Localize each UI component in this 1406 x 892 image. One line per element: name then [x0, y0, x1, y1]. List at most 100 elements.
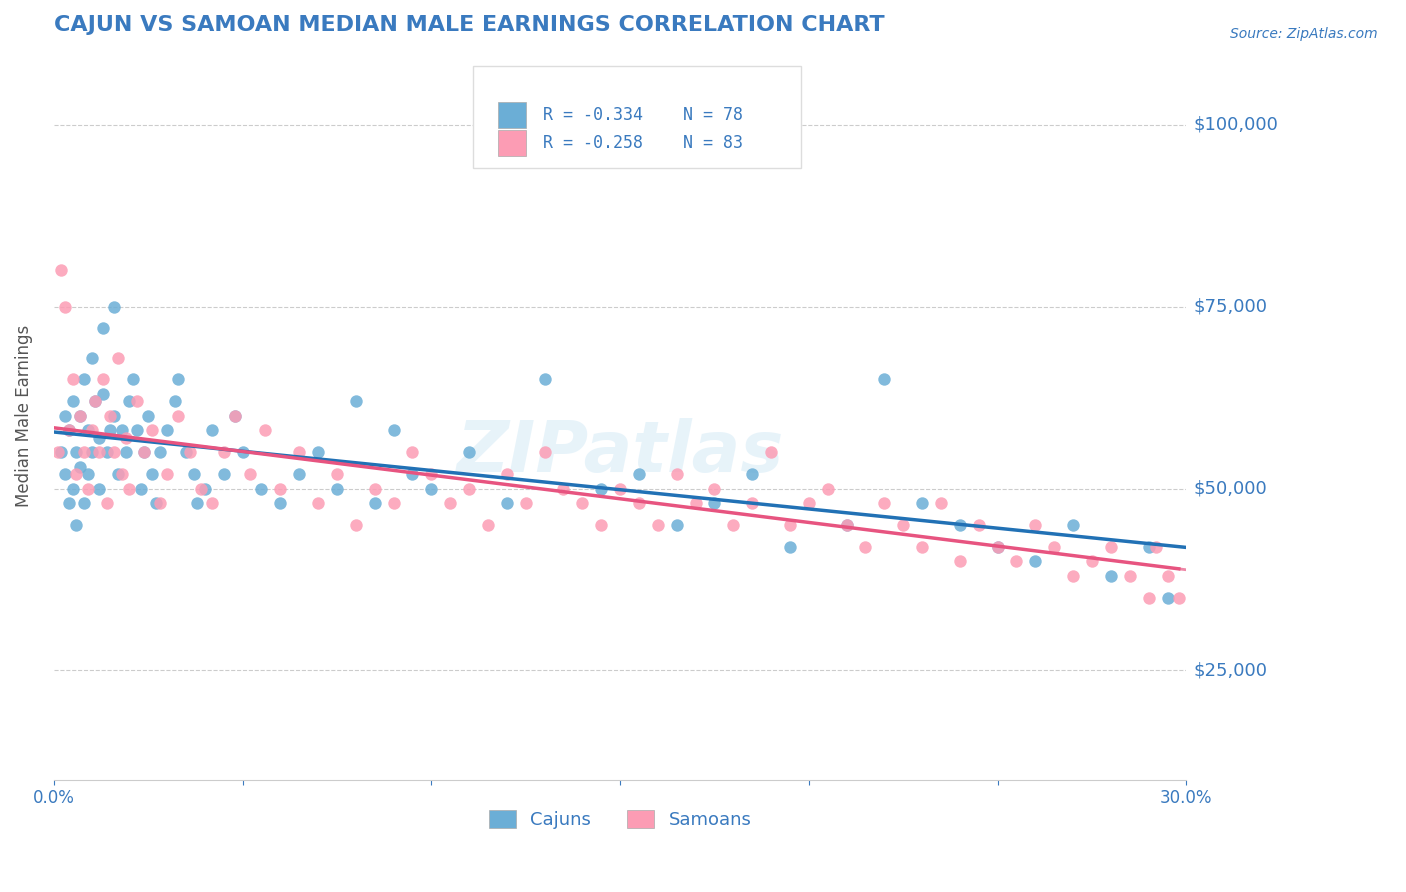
Point: [873, 496, 896, 510]
Point: [779, 540, 801, 554]
Legend: Cajuns, Samoans: Cajuns, Samoans: [481, 802, 759, 836]
Point: [194, 482, 217, 496]
Point: [665, 517, 688, 532]
Point: [69, 409, 91, 423]
Point: [141, 423, 163, 437]
Point: [987, 540, 1010, 554]
Text: ZIPatlas: ZIPatlas: [457, 417, 783, 487]
Point: [118, 394, 141, 409]
Point: [344, 517, 367, 532]
Point: [1024, 554, 1046, 568]
Point: [420, 482, 443, 496]
Point: [855, 540, 877, 554]
Point: [62, 394, 84, 409]
Point: [156, 467, 179, 481]
Point: [186, 496, 208, 510]
Point: [69, 409, 91, 423]
Point: [949, 517, 972, 532]
Point: [703, 496, 725, 510]
Point: [51, 263, 73, 277]
Point: [107, 351, 129, 365]
Point: [1137, 591, 1160, 605]
Point: [224, 409, 246, 423]
Point: [163, 394, 186, 409]
Point: [779, 517, 801, 532]
Text: $25,000: $25,000: [1194, 662, 1268, 680]
Point: [458, 445, 481, 459]
Point: [179, 445, 201, 459]
Point: [69, 459, 91, 474]
Point: [949, 554, 972, 568]
Point: [591, 517, 613, 532]
Point: [89, 482, 111, 496]
Point: [46, 445, 69, 459]
Point: [62, 482, 84, 496]
Point: [987, 540, 1010, 554]
Point: [111, 467, 134, 481]
Point: [382, 496, 405, 510]
Point: [533, 445, 555, 459]
Point: [835, 517, 858, 532]
Point: [122, 372, 145, 386]
Point: [254, 423, 277, 437]
Point: [76, 482, 98, 496]
Point: [911, 496, 934, 510]
Point: [609, 482, 631, 496]
Point: [891, 517, 914, 532]
Point: [1167, 591, 1189, 605]
Point: [1144, 540, 1167, 554]
Point: [107, 467, 129, 481]
Point: [91, 321, 114, 335]
Point: [183, 467, 205, 481]
Point: [167, 372, 190, 386]
Point: [96, 496, 118, 510]
Point: [174, 445, 197, 459]
Point: [201, 496, 224, 510]
Point: [1156, 591, 1178, 605]
Point: [65, 467, 87, 481]
Point: [190, 482, 212, 496]
Point: [1062, 517, 1084, 532]
Point: [647, 517, 669, 532]
Point: [627, 467, 650, 481]
Point: [73, 445, 96, 459]
Point: [76, 467, 98, 481]
Point: [76, 423, 98, 437]
Point: [80, 423, 103, 437]
Point: [145, 496, 167, 510]
Text: $75,000: $75,000: [1194, 298, 1268, 316]
Point: [401, 467, 423, 481]
Point: [401, 445, 423, 459]
Point: [100, 423, 122, 437]
Point: [232, 445, 254, 459]
Point: [665, 467, 688, 481]
Point: [364, 482, 387, 496]
Point: [148, 445, 170, 459]
Point: [114, 431, 136, 445]
Point: [58, 423, 80, 437]
Point: [1062, 569, 1084, 583]
Point: [114, 445, 136, 459]
Point: [269, 482, 291, 496]
Point: [1043, 540, 1066, 554]
Point: [817, 482, 839, 496]
Point: [326, 467, 349, 481]
Point: [911, 540, 934, 554]
Point: [103, 409, 125, 423]
Point: [797, 496, 820, 510]
Text: $100,000: $100,000: [1194, 116, 1279, 134]
Point: [53, 300, 76, 314]
Text: $50,000: $50,000: [1194, 480, 1268, 498]
Point: [1099, 540, 1122, 554]
Point: [156, 423, 179, 437]
Point: [1137, 540, 1160, 554]
Point: [89, 445, 111, 459]
Point: [201, 423, 224, 437]
Point: [685, 496, 707, 510]
Point: [835, 517, 858, 532]
Point: [382, 423, 405, 437]
Point: [364, 496, 387, 510]
Point: [495, 467, 517, 481]
Point: [224, 409, 246, 423]
Point: [269, 496, 291, 510]
